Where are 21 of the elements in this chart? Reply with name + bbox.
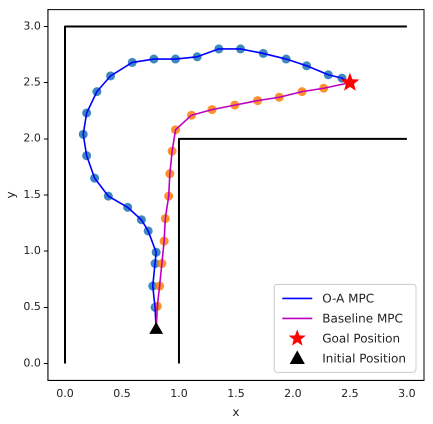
y-tick-label: 1.5 <box>23 188 41 201</box>
legend-label: Baseline MPC <box>322 312 403 326</box>
x-tick-label: 1.0 <box>170 386 188 400</box>
y-tick-label: 1.0 <box>23 244 41 258</box>
x-tick-label: 0.5 <box>113 386 131 400</box>
legend-label: Initial Position <box>322 352 406 366</box>
y-tick-label: 2.5 <box>23 75 41 88</box>
legend-label: Goal Position <box>322 332 400 346</box>
x-tick-label: 2.5 <box>341 386 359 400</box>
y-tick-label: 0.5 <box>23 300 41 314</box>
x-tick-label: 3.0 <box>398 386 416 400</box>
point <box>340 72 360 91</box>
legend-label: O-A MPC <box>322 292 374 306</box>
y-tick-label: 0.0 <box>23 356 41 370</box>
y-tick-label: 3.0 <box>23 19 41 32</box>
x-axis-title: x <box>232 404 240 419</box>
x-tick-label: 1.5 <box>227 386 245 400</box>
x-tick-label: 2.0 <box>284 386 302 400</box>
x-tick-label: 0.0 <box>56 386 74 400</box>
y-axis-title: y <box>3 191 18 199</box>
y-tick-label: 2.0 <box>23 132 41 145</box>
